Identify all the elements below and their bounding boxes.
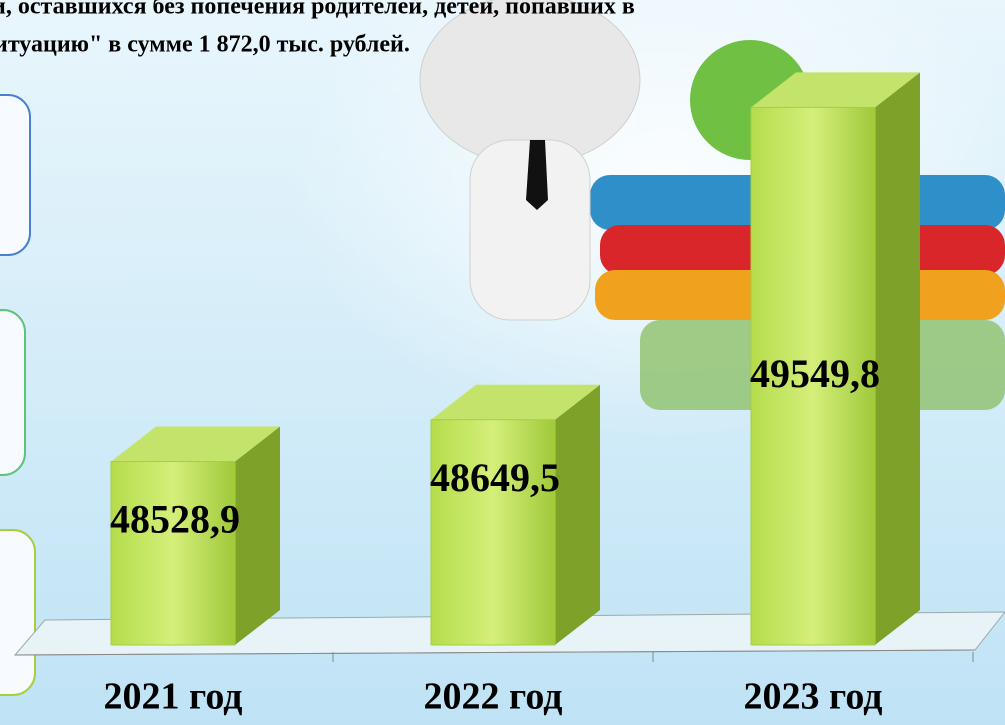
bar-top [111, 426, 280, 462]
value-label: 49549,8 [750, 351, 880, 396]
x-tick-label: 2023 год [744, 676, 883, 718]
bar [430, 419, 556, 646]
bar [110, 461, 236, 646]
bar-top [431, 384, 600, 420]
title-line: и, оставшихся без попечения родителей, д… [0, 0, 635, 20]
bar-side [555, 384, 600, 645]
bar-side [235, 426, 280, 645]
value-label: 48649,5 [430, 455, 560, 500]
bar-top [751, 72, 920, 108]
value-label: 48528,9 [110, 497, 240, 542]
bar-side [875, 72, 920, 645]
x-tick-label: 2021 год [104, 676, 243, 718]
bar [750, 106, 876, 646]
title-line: итуацию" в сумме 1 872,0 тыс. рублей. [0, 32, 410, 58]
x-tick-label: 2022 год [424, 676, 563, 718]
